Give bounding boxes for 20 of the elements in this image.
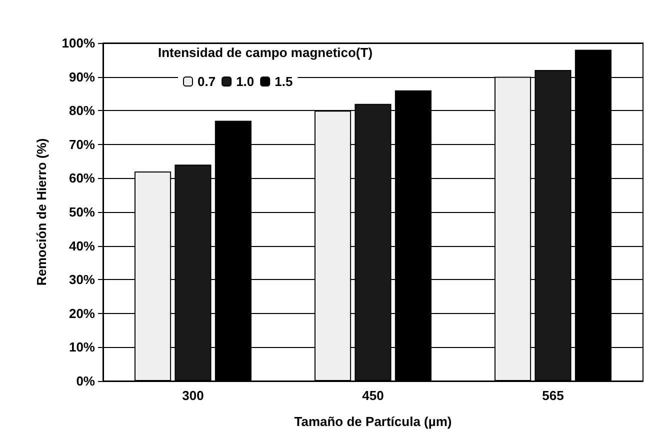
- x-tick-label: 450: [362, 388, 384, 403]
- x-axis-title: Tamaño de Partícula (µm): [294, 414, 452, 429]
- y-tick-label: 10%: [68, 340, 96, 355]
- y-axis-title: Remoción de Hierro (%): [34, 138, 49, 286]
- y-tick-label: 40%: [68, 238, 96, 254]
- x-tick-label: 565: [542, 388, 564, 403]
- legend-title: Intensidad de campo magnetico(T): [158, 45, 373, 60]
- legend-label: 1.5: [274, 74, 293, 89]
- y-tick-label: 50%: [68, 204, 96, 220]
- y-tick-label: 20%: [68, 306, 96, 321]
- y-tick-label: 30%: [68, 272, 96, 288]
- y-tick-label: 80%: [68, 103, 96, 118]
- y-tick-label: 70%: [68, 136, 96, 152]
- y-tick-label: 0%: [76, 374, 96, 388]
- y-tick-label: 100%: [62, 36, 96, 50]
- x-tick-label: 300: [182, 388, 204, 403]
- legend-label: 1.0: [236, 74, 254, 89]
- y-tick-label: 60%: [68, 170, 96, 186]
- y-tick-label: 90%: [68, 69, 96, 84]
- legend-label: 0.7: [198, 74, 216, 89]
